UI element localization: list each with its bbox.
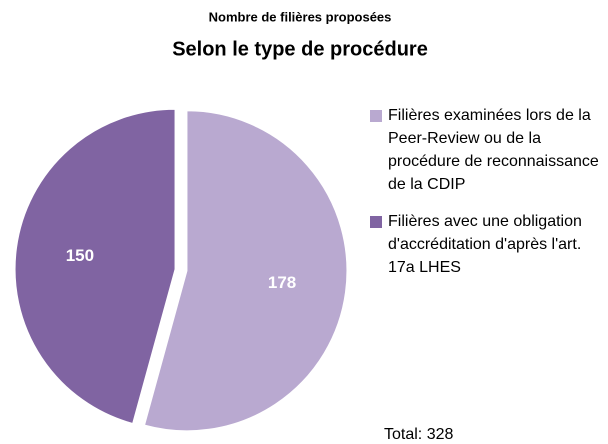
chart-subtitle: Nombre de filières proposées — [209, 9, 392, 24]
legend-label: Filières avec une obligation d'accrédita… — [388, 213, 582, 276]
annotation: Total: 328 — [384, 426, 454, 443]
legend-item: Filières examinées lors de la Peer-Revie… — [370, 104, 602, 196]
legend: Filières examinées lors de la Peer-Revie… — [370, 104, 602, 293]
legend-item: Filières avec une obligation d'accrédita… — [370, 210, 602, 279]
data-label: 178 — [268, 273, 296, 292]
legend-label: Filières examinées lors de la Peer-Revie… — [388, 107, 599, 193]
pie-slice — [14, 108, 176, 425]
legend-swatch — [370, 216, 382, 228]
legend-swatch — [370, 110, 382, 122]
data-label: 150 — [66, 246, 94, 265]
chart-title: Selon le type de procédure — [172, 38, 428, 60]
pie-slice — [143, 110, 348, 432]
